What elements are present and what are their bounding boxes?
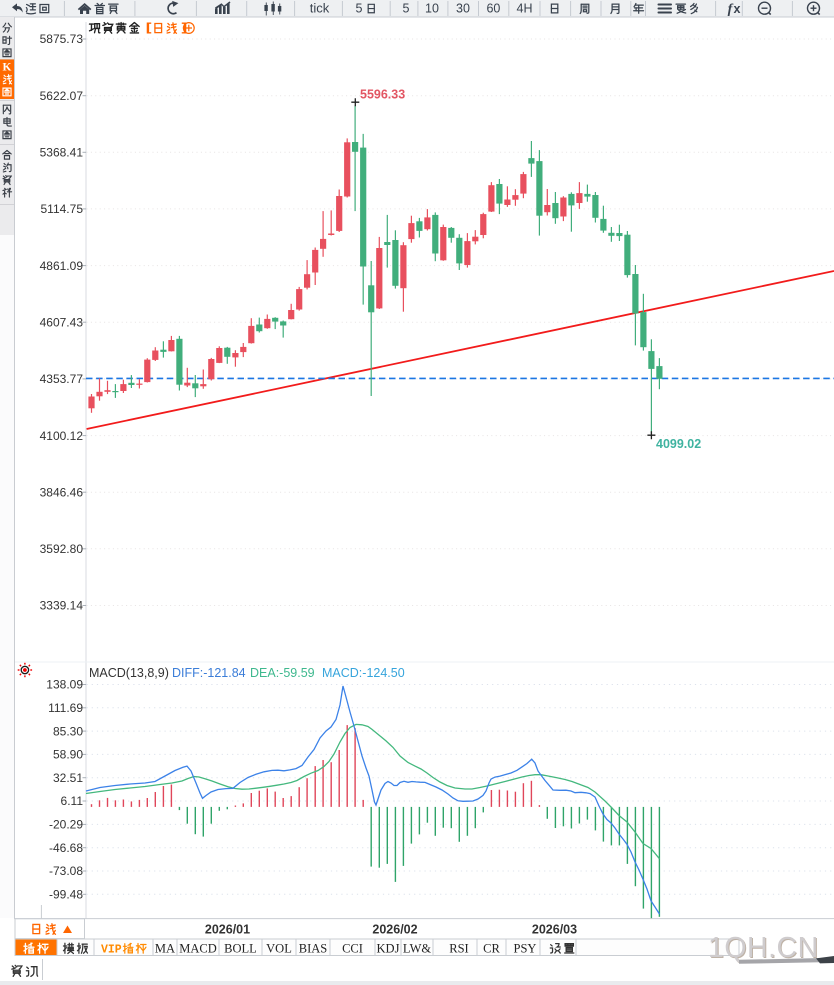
svg-text:4353.77: 4353.77 [40,372,84,386]
svg-text:5368.41: 5368.41 [40,146,84,160]
svg-text:10: 10 [425,2,439,16]
svg-text:DEA:-59.59: DEA:-59.59 [250,666,315,680]
svg-text:CR: CR [483,942,500,956]
svg-text:-99.48: -99.48 [49,888,83,902]
svg-text:MACD: MACD [179,942,217,956]
svg-text:f: f [728,2,734,17]
svg-text:6.11: 6.11 [61,794,84,808]
svg-text:-46.68: -46.68 [49,841,83,855]
svg-text:MACD:-124.50: MACD:-124.50 [322,666,405,680]
svg-text:5875.73: 5875.73 [40,32,84,46]
svg-text:3339.14: 3339.14 [40,599,84,613]
svg-text:4861.09: 4861.09 [40,259,84,273]
svg-text:KDJ: KDJ [377,942,400,956]
svg-text:2026/03: 2026/03 [532,923,577,937]
svg-text:111.69: 111.69 [48,701,83,715]
svg-text:4607.43: 4607.43 [40,315,84,329]
svg-text:5114.75: 5114.75 [41,202,84,216]
svg-text:LW&: LW& [403,942,432,956]
svg-text:5: 5 [356,2,363,16]
svg-text:2026/02: 2026/02 [372,923,417,937]
svg-text:3592.80: 3592.80 [40,542,84,556]
svg-text:MA: MA [155,942,175,956]
svg-text:5596.33: 5596.33 [360,88,405,102]
svg-text:MACD(13,8,9): MACD(13,8,9) [89,666,169,680]
svg-text:58.90: 58.90 [53,748,83,762]
svg-text:4H: 4H [517,2,533,16]
svg-text:-20.29: -20.29 [49,818,83,832]
svg-text:60: 60 [486,2,500,16]
svg-text:85.30: 85.30 [53,724,83,738]
svg-text:K: K [3,62,12,74]
svg-text:4100.12: 4100.12 [40,429,84,443]
svg-text:CCI: CCI [342,942,363,956]
svg-text:RSI: RSI [449,942,468,956]
svg-text:BOLL: BOLL [224,942,257,956]
svg-text:PSY: PSY [514,942,537,956]
svg-text:-73.08: -73.08 [49,864,83,878]
svg-text:30: 30 [456,2,470,16]
svg-text:138.09: 138.09 [46,678,83,692]
svg-text:5: 5 [403,2,410,16]
svg-text:VOL: VOL [266,942,292,956]
svg-text:2026/01: 2026/01 [205,923,250,937]
svg-text:32.51: 32.51 [53,771,83,785]
svg-text:3846.46: 3846.46 [40,485,84,499]
svg-text:DIFF:-121.84: DIFF:-121.84 [172,666,246,680]
svg-text:5622.07: 5622.07 [40,89,84,103]
svg-text:tick: tick [310,1,330,16]
svg-text:x: x [734,2,741,16]
svg-text:VIP: VIP [101,944,122,957]
svg-text:4099.02: 4099.02 [656,437,701,451]
svg-text:BIAS: BIAS [299,942,328,956]
